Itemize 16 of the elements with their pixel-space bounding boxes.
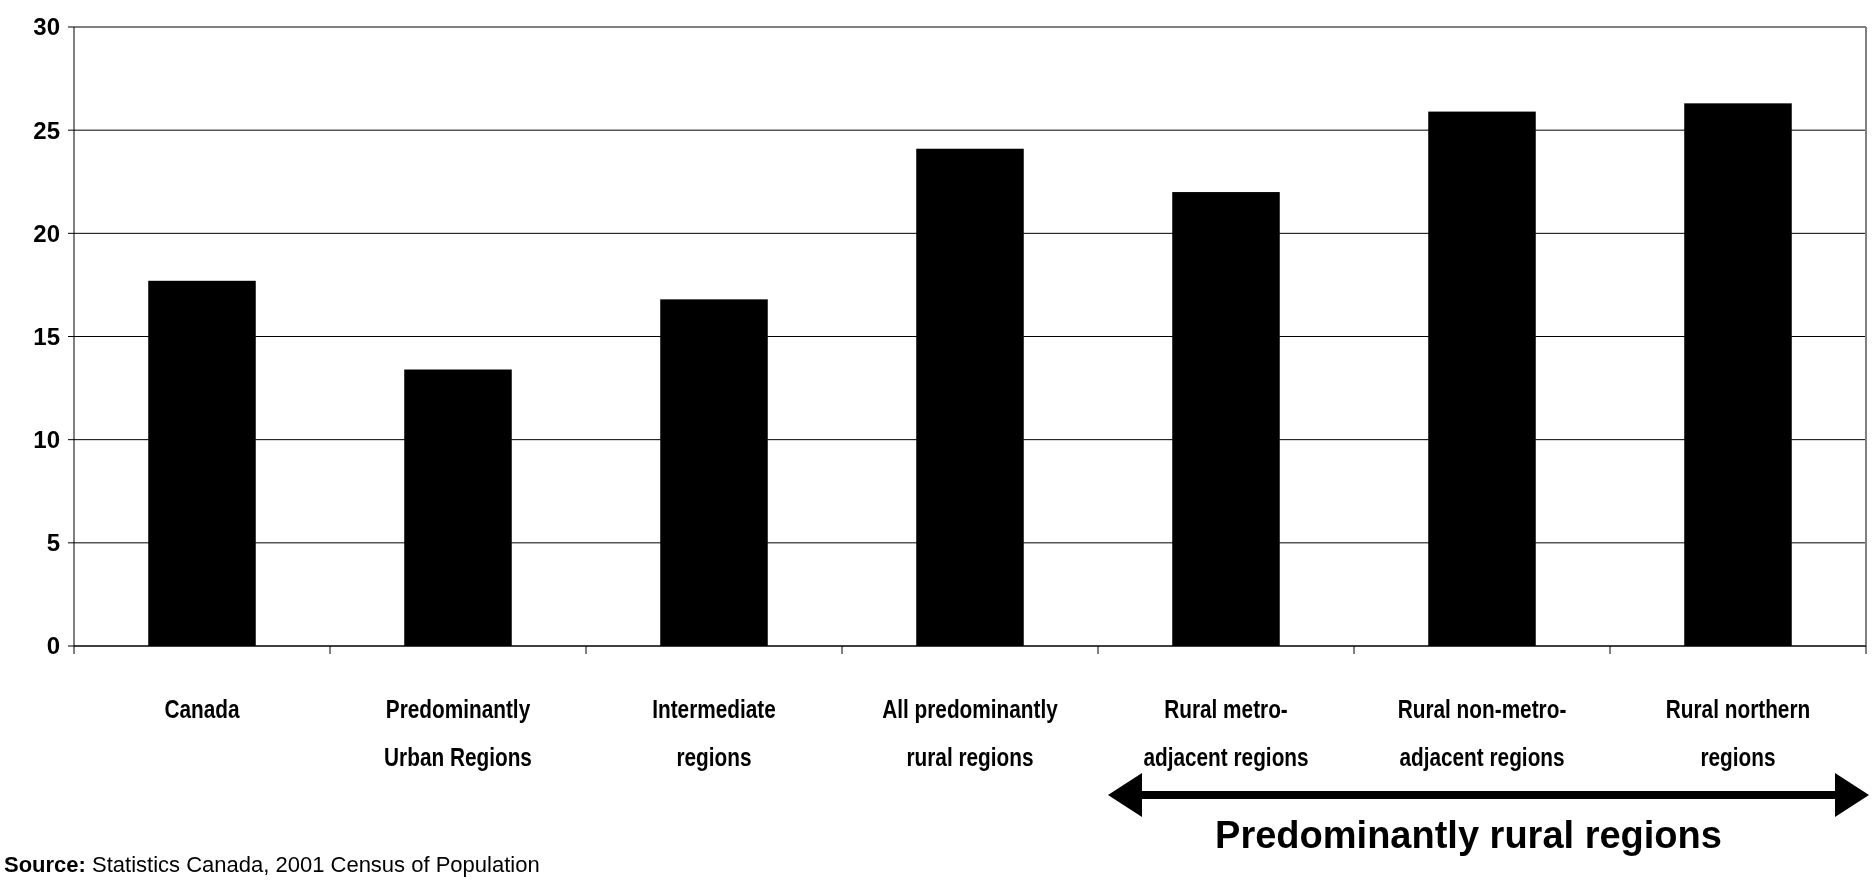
y-tick-label: 10	[33, 426, 60, 454]
x-tick-label: All predominantly rural regions	[882, 694, 1058, 772]
y-tick-label: 0	[46, 632, 60, 660]
y-tick-label: 15	[33, 322, 60, 350]
text: Predominantly rural regions	[1215, 814, 1722, 856]
x-tick-label: Rural northern regions	[1665, 694, 1811, 772]
x-tick-label: Rural non-metro-adjacent regions	[1397, 694, 1567, 772]
y-tick-label: 20	[33, 219, 60, 247]
y-tick-label: 25	[33, 116, 60, 144]
x-tick-label: Predominantly Urban Regions	[384, 694, 532, 772]
x-tick-label: Canada	[164, 694, 241, 724]
x-tick-label: Rural metro-adjacent regions	[1143, 694, 1309, 772]
source-note: Source: Statistics Canada, 2001 Census of Population	[4, 852, 540, 877]
y-tick-label: 5	[46, 529, 60, 557]
y-tick-label: 30	[33, 13, 60, 41]
x-tick-label: Intermediate regions	[652, 694, 776, 772]
